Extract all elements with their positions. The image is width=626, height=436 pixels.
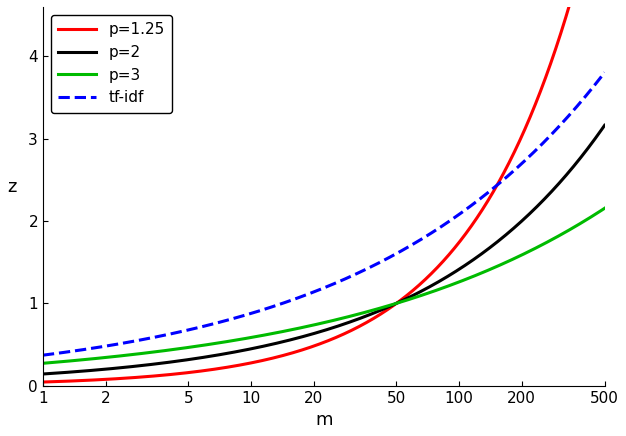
tf-idf: [103, 343, 111, 348]
p=3: [279, 329, 287, 334]
p=1.25: [255, 359, 262, 364]
p=2: [601, 123, 608, 128]
p=3: [103, 355, 111, 360]
X-axis label: m: m: [315, 411, 332, 429]
p=2: [530, 208, 537, 213]
tf-idf: [279, 301, 287, 306]
p=3: [530, 247, 537, 252]
tf-idf: [590, 84, 597, 89]
Line: p=2: p=2: [43, 125, 605, 374]
p=1.25: [39, 379, 47, 385]
p=2: [136, 363, 144, 368]
Line: tf-idf: tf-idf: [43, 72, 605, 355]
Line: p=3: p=3: [43, 208, 605, 363]
p=3: [255, 334, 262, 339]
p=3: [136, 351, 144, 356]
Legend: p=1.25, p=2, p=3, tf-idf: p=1.25, p=2, p=3, tf-idf: [51, 14, 173, 113]
Line: p=1.25: p=1.25: [43, 0, 605, 382]
p=1.25: [103, 377, 111, 382]
tf-idf: [530, 150, 537, 156]
p=1.25: [136, 375, 144, 380]
p=2: [39, 371, 47, 377]
p=1.25: [279, 353, 287, 358]
tf-idf: [255, 309, 262, 314]
p=1.25: [530, 107, 537, 112]
Y-axis label: z: z: [7, 178, 16, 196]
p=3: [39, 361, 47, 366]
p=2: [255, 345, 262, 350]
tf-idf: [39, 353, 47, 358]
p=2: [590, 138, 597, 143]
tf-idf: [601, 70, 608, 75]
p=3: [601, 206, 608, 211]
p=2: [103, 366, 111, 371]
tf-idf: [136, 337, 144, 343]
p=2: [279, 339, 287, 344]
p=3: [590, 213, 597, 218]
